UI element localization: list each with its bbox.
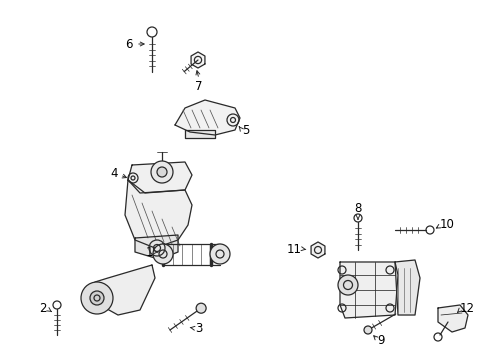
Text: 9: 9 (377, 333, 385, 346)
Text: 1: 1 (146, 246, 153, 258)
Polygon shape (185, 130, 215, 138)
Circle shape (81, 282, 113, 314)
Text: 4: 4 (111, 166, 118, 180)
Polygon shape (90, 265, 155, 315)
Polygon shape (125, 180, 192, 248)
Circle shape (210, 244, 230, 264)
Text: 3: 3 (195, 321, 202, 334)
Polygon shape (191, 52, 205, 68)
Polygon shape (128, 162, 192, 193)
Text: 8: 8 (354, 202, 362, 215)
Text: 12: 12 (460, 302, 475, 315)
Text: 5: 5 (242, 123, 249, 136)
Polygon shape (340, 262, 398, 318)
Text: 7: 7 (195, 80, 202, 93)
Polygon shape (438, 305, 468, 332)
Circle shape (157, 167, 167, 177)
Circle shape (196, 303, 206, 313)
Circle shape (151, 161, 173, 183)
Circle shape (153, 244, 173, 264)
Circle shape (338, 275, 358, 295)
Polygon shape (311, 242, 325, 258)
Text: 2: 2 (40, 302, 47, 315)
Text: 10: 10 (440, 217, 455, 230)
Circle shape (90, 291, 104, 305)
Polygon shape (175, 100, 240, 135)
Polygon shape (135, 235, 178, 258)
Text: 11: 11 (287, 243, 302, 256)
Circle shape (364, 326, 372, 334)
Polygon shape (395, 260, 420, 315)
Text: 6: 6 (125, 37, 133, 50)
